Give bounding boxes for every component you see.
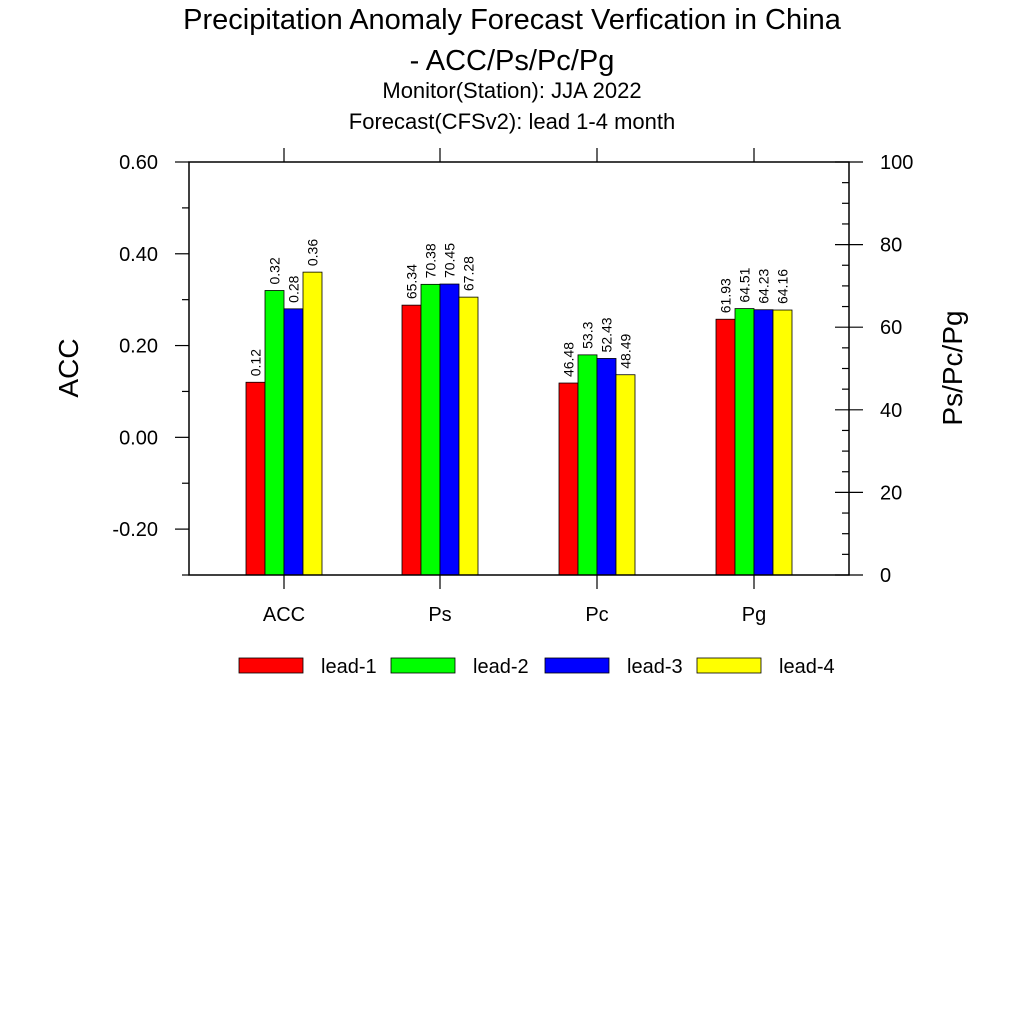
bar (596, 358, 617, 576)
left-axis-tick-label: 0.40 (119, 244, 158, 266)
bar (615, 374, 636, 576)
bar-value-label: 64.51 (737, 267, 753, 302)
category-label: Pc (585, 604, 608, 626)
bar (753, 309, 774, 576)
bar (439, 283, 460, 576)
bar-value-label: 0.28 (286, 275, 302, 302)
legend-label: lead-2 (473, 656, 529, 678)
bar-value-label: 0.36 (305, 239, 321, 266)
right-axis-tick-label: 20 (880, 482, 902, 504)
legend-label: lead-4 (779, 656, 835, 678)
bar-value-label: 70.38 (423, 243, 439, 278)
left-axis-tick-label: 0.20 (119, 336, 158, 358)
right-axis-tick-label: 60 (880, 317, 902, 339)
right-axis-tick-label: 100 (880, 152, 913, 174)
bar-value-label: 64.16 (775, 269, 791, 304)
chart-subtitle-line1: Monitor(Station): JJA 2022 (382, 78, 641, 103)
right-axis-tick-labels: 100 80 60 40 20 0 (880, 152, 913, 587)
bar (715, 318, 736, 576)
right-axis-tick-label: 40 (880, 400, 902, 422)
category-labels: ACC Ps Pc Pg (263, 604, 766, 626)
chart-title-line2: - ACC/Ps/Pc/Pg (410, 45, 615, 77)
category-label: ACC (263, 604, 305, 626)
bar-value-label: 65.34 (404, 264, 420, 299)
left-axis-tick-label: 0.60 (119, 152, 158, 174)
category-label: Pg (742, 604, 766, 626)
right-axis-tick-label: 80 (880, 235, 902, 257)
chart-title-line1: Precipitation Anomaly Forecast Verficati… (183, 4, 842, 36)
bar-value-label: 70.45 (442, 243, 458, 278)
legend-label: lead-1 (321, 656, 377, 678)
bar-value-label: 0.12 (248, 349, 264, 376)
bar-value-label: 48.49 (618, 333, 634, 368)
plot-frame (188, 161, 850, 576)
legend-swatch (696, 657, 762, 674)
bar-value-label: 0.32 (267, 257, 283, 284)
bars (245, 271, 793, 576)
bar (420, 283, 441, 576)
bar (245, 381, 266, 576)
bar-value-label: 67.28 (461, 256, 477, 291)
bar (772, 309, 793, 576)
bar-value-label: 61.93 (718, 278, 734, 313)
bar (734, 308, 755, 576)
left-axis-title: ACC (53, 338, 84, 397)
legend-swatch (238, 657, 304, 674)
bar (558, 382, 579, 576)
left-axis-tick-label: -0.20 (112, 519, 158, 541)
bar (401, 304, 422, 576)
legend-swatch (544, 657, 610, 674)
legend: lead-1 lead-2 lead-3 lead-4 (238, 656, 835, 678)
chart-subtitle-line2: Forecast(CFSv2): lead 1-4 month (349, 109, 675, 134)
bar-value-label: 52.43 (599, 317, 615, 352)
right-axis-tick-label: 0 (880, 565, 891, 587)
bar (264, 290, 285, 576)
legend-label: lead-3 (627, 656, 683, 678)
category-label: Ps (428, 604, 451, 626)
legend-swatch (390, 657, 456, 674)
right-axis-title: Ps/Pc/Pg (937, 310, 968, 425)
bar (302, 271, 323, 576)
bar (283, 308, 304, 576)
bar (458, 296, 479, 576)
bar-value-label: 46.48 (561, 342, 577, 377)
left-axis-tick-labels: 0.60 0.40 0.20 0.00 -0.20 (112, 152, 158, 541)
left-axis-tick-label: 0.00 (119, 427, 158, 449)
bar (577, 354, 598, 576)
bar-value-label: 64.23 (756, 268, 772, 303)
bar-value-label: 53.3 (580, 321, 596, 348)
